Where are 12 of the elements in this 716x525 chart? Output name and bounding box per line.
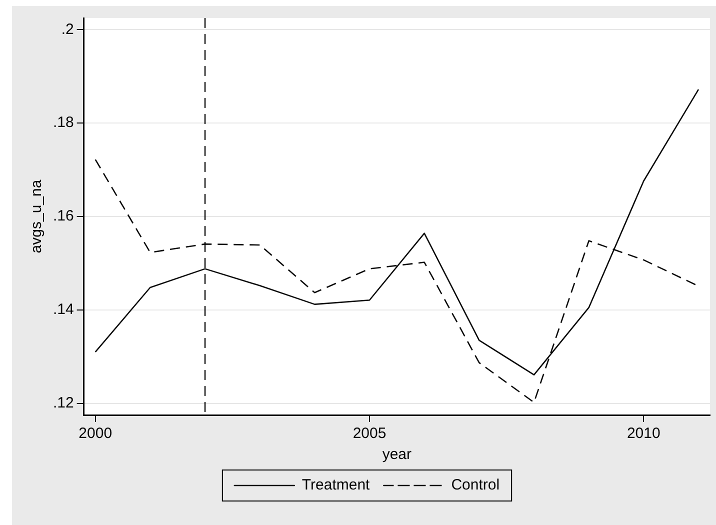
y-tick-label: .18 — [52, 114, 74, 132]
x-tick-label: 2000 — [78, 425, 112, 442]
x-axis-title: year — [382, 446, 412, 464]
legend-label: Control — [451, 476, 500, 494]
x-tick-label: 2010 — [626, 425, 660, 442]
y-tick-label: .12 — [52, 394, 74, 412]
y-tick-label: .16 — [52, 208, 74, 225]
x-tick-label: 2005 — [352, 425, 386, 442]
y-tick-label: .2 — [61, 20, 74, 38]
y-axis-title: avgs_u_na — [28, 179, 46, 254]
legend-label: Treatment — [302, 476, 371, 494]
y-tick-label: .14 — [52, 301, 74, 318]
